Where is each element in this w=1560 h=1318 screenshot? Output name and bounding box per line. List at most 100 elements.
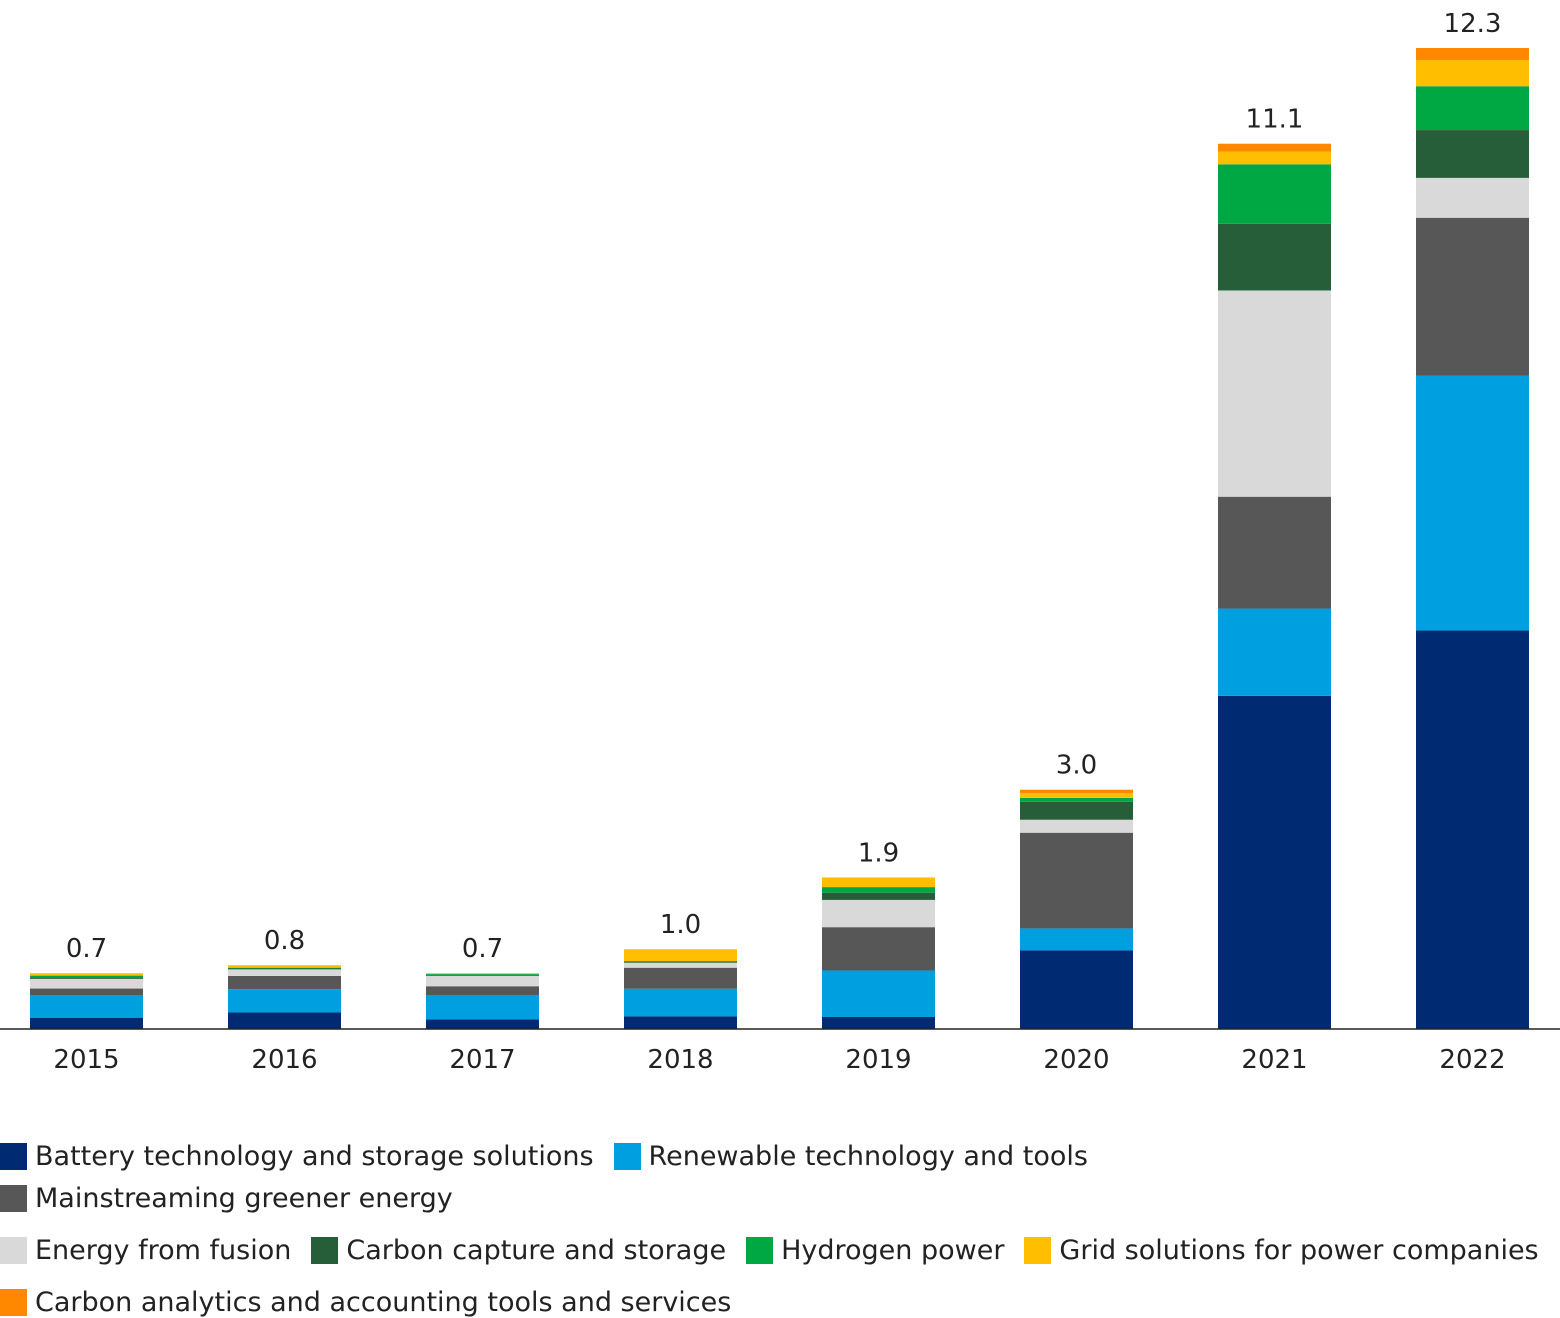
x-tick-label-2022: 2022 <box>1439 1045 1505 1075</box>
bar-segment-2020-5 <box>1020 797 1133 802</box>
bar-segment-2016-1 <box>228 989 341 1013</box>
total-label-2022: 12.3 <box>1444 9 1502 39</box>
legend: Battery technology and storage solutions… <box>0 1140 1560 1318</box>
bar-segment-2017-4 <box>426 974 539 976</box>
legend-label: Hydrogen power <box>781 1234 1005 1266</box>
legend-item: Carbon capture and storage <box>311 1234 726 1266</box>
legend-item: Battery technology and storage solutions <box>0 1140 594 1172</box>
bar-segment-2016-0 <box>228 1012 341 1029</box>
bar-segment-2018-2 <box>624 967 737 989</box>
legend-label: Battery technology and storage solutions <box>35 1140 594 1172</box>
bar-segment-2020-2 <box>1020 832 1133 929</box>
x-tick-label-2019: 2019 <box>845 1045 911 1075</box>
bar-segment-2021-2 <box>1218 496 1331 609</box>
total-label-2015: 0.7 <box>66 934 107 964</box>
bar-segment-2015-1 <box>30 995 143 1018</box>
bar-segment-2021-6 <box>1218 151 1331 165</box>
bar-segment-2015-4 <box>30 977 143 979</box>
bar-segment-2018-3 <box>624 962 737 968</box>
bar-segment-2021-1 <box>1218 608 1331 696</box>
stacked-bar-chart: 0.7 2015 0.8 2016 0.7 2017 1.0 2018 1.9 2019 3.0 20… <box>0 9 1560 1075</box>
bar-segment-2015-0 <box>30 1017 143 1029</box>
bar-segment-2019-0 <box>822 1016 935 1029</box>
bar-segment-2017-2 <box>426 986 539 995</box>
bar-segment-2020-1 <box>1020 928 1133 951</box>
bar-segment-2016-4 <box>228 968 341 970</box>
bar-segment-2022-5 <box>1416 86 1529 131</box>
bar-segment-2022-2 <box>1416 217 1529 376</box>
bar-segment-2020-0 <box>1020 950 1133 1029</box>
bar-segment-2021-3 <box>1218 290 1331 497</box>
legend-swatch <box>0 1236 27 1264</box>
total-label-2019: 1.9 <box>858 838 899 868</box>
bar-segment-2020-3 <box>1020 819 1133 833</box>
legend-swatch <box>311 1236 339 1264</box>
bar-segment-2022-1 <box>1416 375 1529 631</box>
bar-segment-2016-6 <box>228 965 341 968</box>
bar-segment-2019-6 <box>822 877 935 888</box>
legend-item: Grid solutions for power companies <box>1024 1234 1539 1266</box>
bar-segment-2018-1 <box>624 988 737 1017</box>
legend-swatch <box>746 1236 774 1264</box>
legend-label: Renewable technology and tools <box>648 1140 1088 1172</box>
bar-segment-2020-4 <box>1020 801 1133 820</box>
bar-segment-2019-2 <box>822 927 935 971</box>
bar-segment-2022-3 <box>1416 177 1529 218</box>
total-label-2020: 3.0 <box>1056 751 1097 781</box>
total-label-2018: 1.0 <box>660 910 701 940</box>
bar-segment-2022-6 <box>1416 59 1529 87</box>
legend-swatch <box>1024 1236 1052 1264</box>
bar-segment-2020-6 <box>1020 792 1133 798</box>
bar-segment-2019-1 <box>822 970 935 1017</box>
bar-segment-2022-7 <box>1416 48 1529 60</box>
legend-label: Carbon analytics and accounting tools an… <box>35 1286 732 1318</box>
bar-segment-2022-0 <box>1416 630 1529 1029</box>
bar-segment-2018-6 <box>624 949 737 961</box>
bars-group <box>30 48 1529 1029</box>
legend-label: Grid solutions for power companies <box>1059 1234 1539 1266</box>
x-tick-label-2017: 2017 <box>449 1045 515 1075</box>
bar-segment-2022-4 <box>1416 130 1529 178</box>
bar-segment-2016-3 <box>228 969 341 976</box>
bar-segment-2015-6 <box>30 973 143 976</box>
legend-label: Mainstreaming greener energy <box>35 1182 453 1214</box>
bar-segment-2021-4 <box>1218 223 1331 291</box>
bar-segment-2017-1 <box>426 994 539 1020</box>
bar-segment-2015-5 <box>30 975 143 978</box>
bar-segment-2019-4 <box>822 892 935 900</box>
bar-segment-2016-2 <box>228 975 341 990</box>
bar-segment-2017-3 <box>426 975 539 987</box>
legend-item: Mainstreaming greener energy <box>0 1182 453 1214</box>
x-tick-label-2021: 2021 <box>1241 1045 1307 1075</box>
bar-segment-2017-0 <box>426 1019 539 1029</box>
legend-label: Carbon capture and storage <box>346 1234 727 1266</box>
bar-segment-2017-5 <box>426 974 539 975</box>
legend-label: Energy from fusion <box>35 1234 292 1266</box>
legend-swatch <box>0 1184 27 1212</box>
x-tick-label-2016: 2016 <box>251 1045 317 1075</box>
total-label-2017: 0.7 <box>462 934 503 964</box>
bar-segment-2021-0 <box>1218 695 1331 1029</box>
legend-item: Energy from fusion <box>0 1234 291 1266</box>
x-tick-label-2020: 2020 <box>1043 1045 1109 1075</box>
legend-item: Carbon analytics and accounting tools an… <box>0 1286 731 1318</box>
bar-segment-2017-6 <box>426 973 539 975</box>
bar-segment-2020-7 <box>1020 789 1133 793</box>
bar-segment-2015-2 <box>30 988 143 996</box>
bar-segment-2021-7 <box>1218 143 1331 152</box>
bar-segment-2016-5 <box>228 967 341 969</box>
x-tick-label-2015: 2015 <box>53 1045 119 1075</box>
legend-item: Hydrogen power <box>746 1234 1004 1266</box>
bar-segment-2019-5 <box>822 887 935 893</box>
legend-swatch <box>0 1142 27 1170</box>
bar-segment-2019-3 <box>822 899 935 928</box>
bar-segment-2018-0 <box>624 1016 737 1029</box>
legend-swatch <box>613 1142 641 1170</box>
total-label-2016: 0.8 <box>264 926 305 956</box>
bar-segment-2018-4 <box>624 961 737 963</box>
x-tick-label-2018: 2018 <box>647 1045 713 1075</box>
total-label-2021: 11.1 <box>1246 105 1304 135</box>
bar-segment-2018-5 <box>624 960 737 962</box>
legend-item: Renewable technology and tools <box>613 1140 1088 1172</box>
bar-segment-2015-3 <box>30 978 143 989</box>
